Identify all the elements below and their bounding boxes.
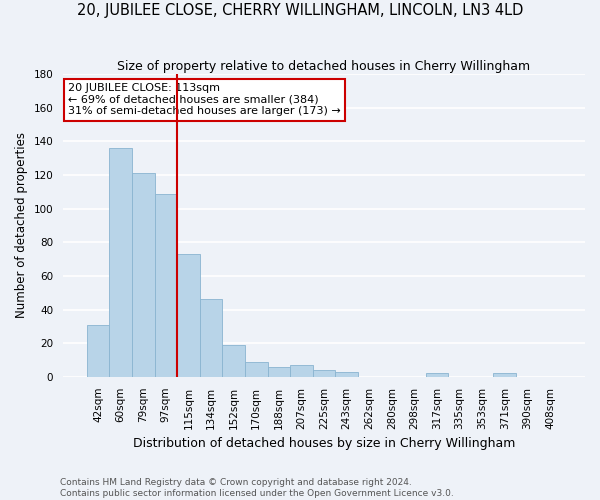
Text: 20 JUBILEE CLOSE: 113sqm
← 69% of detached houses are smaller (384)
31% of semi-: 20 JUBILEE CLOSE: 113sqm ← 69% of detach… <box>68 83 341 116</box>
Bar <box>335 372 358 377</box>
Bar <box>290 365 313 377</box>
Bar <box>200 300 223 377</box>
Bar <box>155 194 177 377</box>
Bar <box>132 174 155 377</box>
Bar <box>109 148 132 377</box>
Bar <box>313 370 335 377</box>
X-axis label: Distribution of detached houses by size in Cherry Willingham: Distribution of detached houses by size … <box>133 437 515 450</box>
Bar <box>223 345 245 377</box>
Y-axis label: Number of detached properties: Number of detached properties <box>15 132 28 318</box>
Text: 20, JUBILEE CLOSE, CHERRY WILLINGHAM, LINCOLN, LN3 4LD: 20, JUBILEE CLOSE, CHERRY WILLINGHAM, LI… <box>77 2 523 18</box>
Bar <box>177 254 200 377</box>
Bar <box>245 362 268 377</box>
Bar <box>268 366 290 377</box>
Bar <box>425 374 448 377</box>
Bar <box>87 324 109 377</box>
Title: Size of property relative to detached houses in Cherry Willingham: Size of property relative to detached ho… <box>118 60 530 73</box>
Text: Contains HM Land Registry data © Crown copyright and database right 2024.
Contai: Contains HM Land Registry data © Crown c… <box>60 478 454 498</box>
Bar <box>493 374 516 377</box>
